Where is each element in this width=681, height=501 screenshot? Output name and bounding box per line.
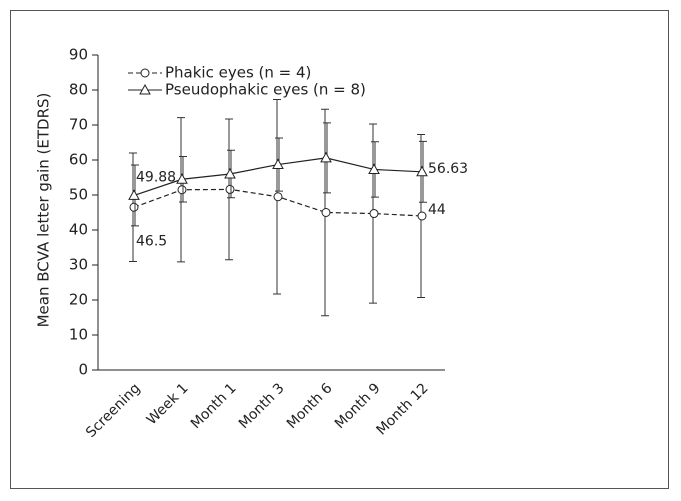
y-tick-label: 40 bbox=[69, 221, 88, 239]
point bbox=[321, 208, 331, 217]
point bbox=[320, 151, 332, 163]
x-tick-label: Month 1 bbox=[188, 380, 240, 432]
data-label: 46.5 bbox=[136, 233, 167, 249]
data-label: 56.63 bbox=[428, 161, 468, 177]
point bbox=[176, 173, 188, 184]
y-tick-label: 80 bbox=[69, 81, 88, 99]
point bbox=[128, 189, 140, 200]
legend-marker bbox=[140, 68, 150, 78]
x-tick-label: Screening bbox=[83, 380, 144, 441]
y-tick-label: 0 bbox=[78, 361, 88, 379]
x-tick-label: Month 3 bbox=[236, 380, 288, 432]
y-tick-label: 50 bbox=[69, 186, 88, 204]
point bbox=[272, 158, 284, 170]
point bbox=[273, 192, 283, 202]
x-tick-label: Month 6 bbox=[284, 380, 336, 432]
frame bbox=[10, 10, 669, 489]
point bbox=[369, 209, 379, 219]
y-tick-label: 20 bbox=[69, 291, 88, 309]
y-axis-label: Mean BCVA letter gain (ETDRS) bbox=[35, 93, 53, 328]
legend-label: Pseudophakic eyes (n = 8) bbox=[165, 81, 366, 99]
x-tick-label: Week 1 bbox=[144, 380, 192, 428]
point bbox=[129, 202, 139, 212]
point bbox=[225, 184, 235, 194]
y-tick-label: 60 bbox=[69, 151, 88, 169]
legend-marker bbox=[139, 83, 151, 95]
y-tick-label: 10 bbox=[69, 326, 88, 344]
y-tick-label: 30 bbox=[69, 256, 88, 274]
legend-label: Phakic eyes (n = 4) bbox=[165, 64, 311, 82]
point bbox=[368, 163, 380, 174]
y-tick-label: 70 bbox=[69, 116, 88, 134]
data-label: 44 bbox=[428, 202, 446, 218]
x-tick-label: Month 12 bbox=[374, 380, 432, 438]
y-tick-label: 90 bbox=[69, 46, 88, 64]
point bbox=[177, 185, 187, 195]
point bbox=[417, 211, 427, 221]
point bbox=[224, 167, 236, 179]
data-label: 49.88 bbox=[136, 169, 176, 185]
point bbox=[416, 165, 428, 177]
